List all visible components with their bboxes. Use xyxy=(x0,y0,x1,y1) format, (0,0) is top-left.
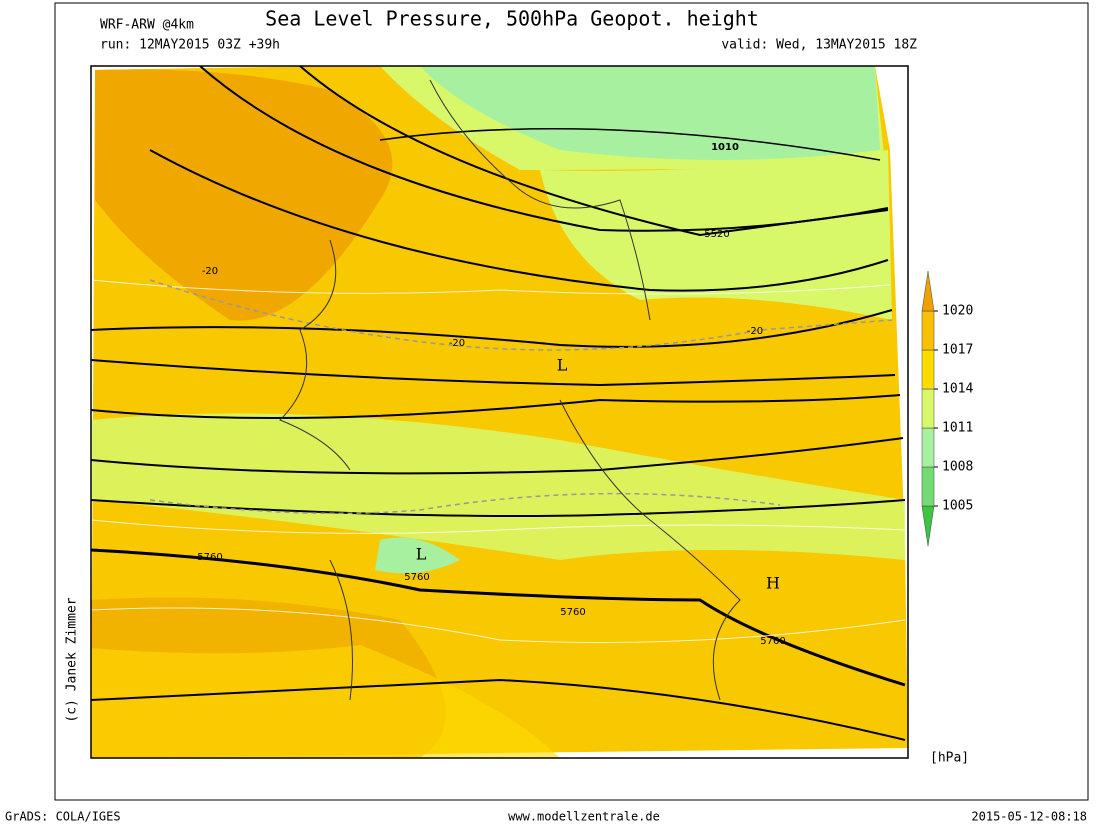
footer-center: www.modellzentrale.de xyxy=(508,810,660,824)
map: 1010 5520 -20 -20 -20 5760 5760 5760 576… xyxy=(90,65,909,759)
run: run: 12MAY2015 03Z +39h xyxy=(100,38,280,53)
contour-label: 5520 xyxy=(704,229,729,240)
colorbar-label: 1011 xyxy=(942,421,973,436)
colorbar-label: 1017 xyxy=(942,343,973,358)
contour-label: 1010 xyxy=(711,142,739,153)
title: Sea Level Pressure, 500hPa Geopot. heigh… xyxy=(265,7,759,31)
contour-label: -20 xyxy=(449,338,465,349)
contour-label: -20 xyxy=(747,326,763,337)
colorbar-unit: [hPa] xyxy=(930,751,969,766)
map-labels: 1010 5520 -20 -20 -20 5760 5760 5760 576… xyxy=(197,142,785,647)
colorbar-label: 1008 xyxy=(942,460,973,475)
footer-right: 2015-05-12-08:18 xyxy=(971,810,1087,824)
colorbar-segment xyxy=(921,310,935,351)
colorbar-segment xyxy=(921,427,935,468)
colorbar-label: 1005 xyxy=(942,499,973,514)
contour-label: 5760 xyxy=(760,636,785,647)
valid: valid: Wed, 13MAY2015 18Z xyxy=(721,38,917,53)
colorbar: 1005 1008 1011 1014 1017 1020 xyxy=(921,270,973,547)
footer-left: GrADS: COLA/IGES xyxy=(5,810,121,824)
low-marker: L xyxy=(416,545,427,564)
colorbar-segment xyxy=(921,466,935,507)
colorbar-label: 1014 xyxy=(942,382,973,397)
model: WRF-ARW @4km xyxy=(100,18,194,33)
high-marker: H xyxy=(766,574,780,593)
colorbar-segment xyxy=(921,349,935,390)
colorbar-segment xyxy=(921,388,935,429)
colorbar-segment xyxy=(921,270,935,312)
contour-label: 5760 xyxy=(197,552,222,563)
low-marker: L xyxy=(557,356,568,375)
contour-label: 5760 xyxy=(560,607,585,618)
colorbar-label: 1020 xyxy=(942,304,973,319)
credit: (c) Janek Zimmer xyxy=(65,597,80,722)
contour-label: 5760 xyxy=(404,572,429,583)
contour-label: -20 xyxy=(202,266,218,277)
